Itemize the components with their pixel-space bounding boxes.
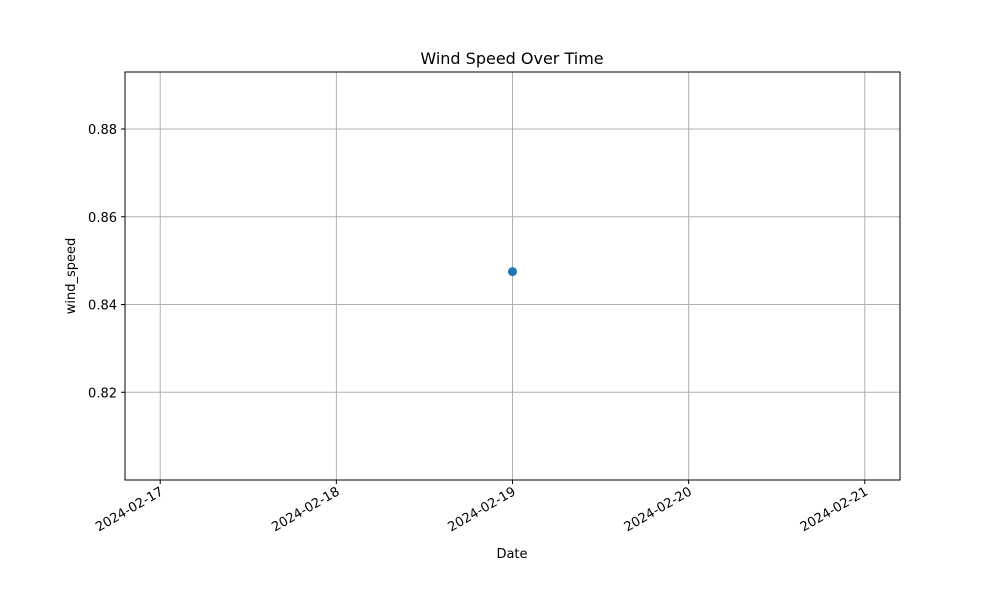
- y-tick-label: 0.88: [88, 123, 117, 138]
- data-point: [508, 267, 517, 277]
- y-tick-label: 0.82: [88, 386, 117, 401]
- data-points: [508, 267, 517, 277]
- chart-title: Wind Speed Over Time: [420, 49, 603, 68]
- grid-lines: [125, 72, 900, 480]
- x-axis-label: Date: [496, 547, 527, 562]
- y-axis-label: wind_speed: [64, 238, 79, 315]
- y-axis-ticks: 0.82 0.84 0.86 0.88: [88, 123, 125, 401]
- y-tick-label: 0.86: [88, 211, 117, 226]
- y-tick-label: 0.84: [88, 299, 117, 314]
